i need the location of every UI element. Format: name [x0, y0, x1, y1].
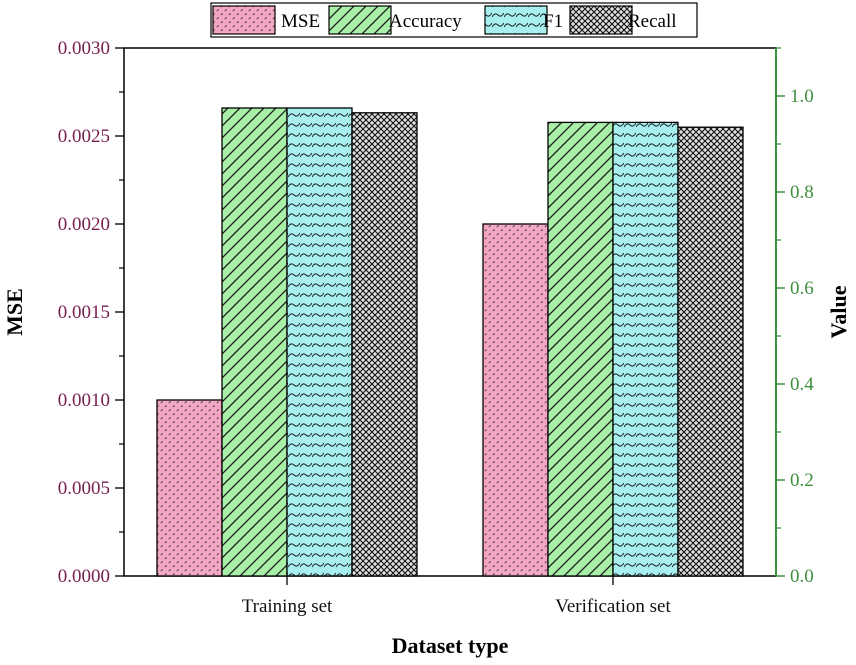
- bar-accuracy-2: [547, 121, 614, 577]
- left-tick-label: 0.0025: [58, 126, 110, 147]
- legend-swatch-recall: [569, 5, 633, 35]
- left-tick-label: 0.0005: [58, 478, 110, 499]
- legend-label-recall: Recall: [628, 11, 677, 32]
- bar-mse-1: [156, 399, 223, 577]
- left-tick-label: 0.0020: [58, 214, 110, 235]
- bar-f1-1: [286, 107, 353, 577]
- bar-recall-2: [677, 126, 744, 577]
- legend-swatch-accuracy: [328, 5, 392, 35]
- right-tick-label: 0.2: [790, 470, 814, 491]
- left-tick-label: 0.0015: [58, 302, 110, 323]
- x-tick-label: Training set: [242, 596, 333, 617]
- legend-label-f1: F1: [543, 11, 563, 32]
- legend-swatch-f1: [484, 5, 548, 35]
- left-axis-title: MSE: [2, 288, 27, 336]
- bar-mse-2: [482, 223, 549, 577]
- bar-recall-1: [351, 112, 418, 577]
- right-axis-title: Value: [826, 285, 851, 338]
- right-axis: 0.0 0.2 0.4 0.6 0.8 1.0: [775, 47, 814, 587]
- bar-accuracy-1: [221, 107, 288, 577]
- left-tick-label: 0.0010: [58, 390, 110, 411]
- right-tick-label: 0.6: [790, 278, 814, 299]
- x-axis-title: Dataset type: [392, 633, 509, 658]
- x-axis: Training set Verification set: [242, 576, 671, 617]
- bars-group: [156, 107, 744, 577]
- legend-swatch-mse: [212, 5, 276, 35]
- right-tick-label: 0.4: [790, 374, 814, 395]
- right-tick-label: 0.0: [790, 566, 814, 587]
- left-tick-label: 0.0000: [58, 566, 110, 587]
- x-tick-label: Verification set: [555, 596, 671, 617]
- bar-f1-2: [612, 121, 679, 577]
- legend-label-mse: MSE: [281, 11, 320, 32]
- left-tick-label: 0.0030: [58, 38, 110, 59]
- right-tick-label: 1.0: [790, 86, 814, 107]
- legend: MSE Accuracy F1 Recall: [210, 2, 698, 38]
- legend-label-accuracy: Accuracy: [389, 11, 462, 32]
- right-tick-label: 0.8: [790, 182, 814, 203]
- left-axis: 0.0000 0.0005 0.0010 0.0015 0.0020 0.0025 0.00…: [58, 38, 124, 587]
